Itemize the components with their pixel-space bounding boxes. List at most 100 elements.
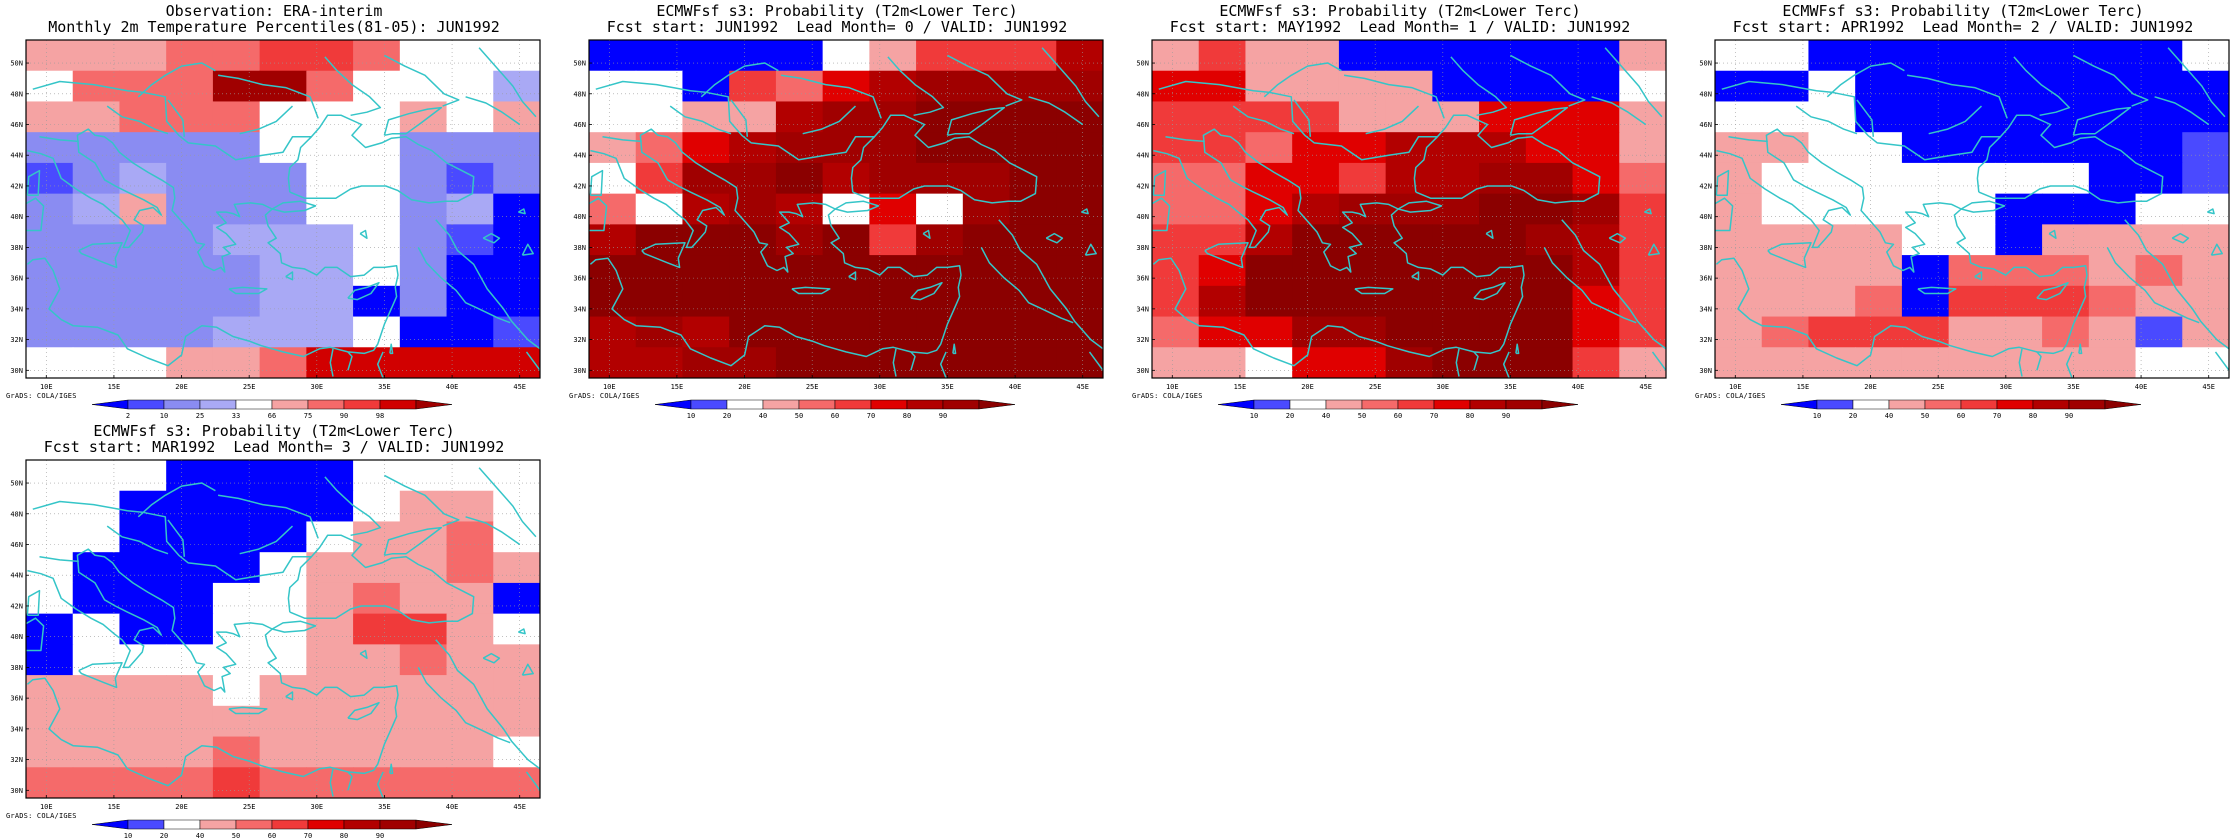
grid-cell [1995,316,2043,348]
grid-cell [166,521,214,553]
grid-cell [1056,40,1103,72]
grid-cell [72,490,121,523]
grid-cell [353,613,401,645]
grid-cell [2042,255,2090,287]
grid-cell [1901,40,1950,72]
grid-cell [212,705,261,738]
grid-cell [589,316,637,348]
grid-cell [682,70,730,103]
lat-tick-label: 30N [10,367,23,375]
grid-cell [446,193,494,225]
grid-cell [306,460,354,492]
map-panel-lead3: ECMWFsf s3: Probability (T2m<Lower Terc)… [4,420,544,840]
lon-tick-label: 25E [243,383,256,391]
grid-cell [1338,285,1387,318]
grid-cell [1385,316,1433,348]
grid-cell [1619,162,1666,195]
grid-cell [1198,316,1247,348]
grid-cell [446,316,494,348]
grid-cell [1056,132,1103,164]
grid-cell [353,101,401,133]
colorbar-segment [307,399,345,410]
graticule [589,40,1103,378]
colorbar-segment [1505,399,1543,410]
grid-cell [1855,101,1903,133]
grid-cell [166,613,214,645]
lon-tick-label: 45E [513,803,526,811]
colorbar-segment [199,819,237,830]
grid-cell [1245,40,1293,72]
colorbar-segment [271,399,309,410]
grid-cell [822,162,870,195]
grid-cell [1479,347,1527,378]
lon-tick-label: 40E [446,383,459,391]
grid-cell [1009,132,1057,164]
grid-cell [869,224,917,256]
grid-cell [72,552,121,584]
grid-cell [446,613,494,645]
lat-tick-label: 36N [1699,275,1712,283]
colorbar-segment [1924,399,1962,410]
grid-cell [916,316,964,348]
grid-cell [916,285,964,318]
colorbar-tick-label: 50 [1921,412,1929,420]
grid-cell [1619,224,1666,256]
colorbar-segment [91,399,129,410]
grid-cell [2182,224,2229,256]
grid-cell [1808,285,1856,318]
map-frame [1714,39,2230,379]
colorbar-tick-label: 90 [1502,412,1510,420]
grid-cell [2088,255,2137,287]
grid-cell [399,582,448,615]
lon-tick-label: 45E [1639,383,1652,391]
colorbar-segment [163,819,201,830]
lon-tick-label: 25E [806,383,819,391]
colorbar-segment [1253,399,1291,410]
lat-tick-label: 48N [1136,90,1149,98]
grid-cell [2182,132,2229,164]
grid-cell [635,193,684,225]
colorbar-segment [798,399,836,410]
lon-tick-label: 45E [1076,383,1089,391]
grid-cell [1619,101,1666,133]
grid-cell [493,552,540,584]
grid-cell [822,70,870,103]
colorbar-tick-label: 50 [795,412,803,420]
colorbar-segment [978,399,1016,410]
grid-cell [1572,70,1620,103]
lat-tick-label: 46N [1136,121,1149,129]
colorbar-tick-label: 10 [160,412,168,420]
grid-cell [1715,316,1763,348]
grid-cell [399,70,448,103]
grid-cell [399,460,448,492]
grid-cell [399,644,448,676]
colorbar-segment [2068,399,2106,410]
grid-cell [2088,347,2137,378]
colorbar-segment [2032,399,2070,410]
grid-cell [306,255,354,287]
grid-cell [1009,162,1057,195]
grid-cell [729,193,777,225]
grid-cell [1715,162,1763,195]
grid-cell [1715,40,1763,72]
grid-cell [1385,40,1433,72]
grid-cell [2042,70,2090,103]
grid-cell [869,132,917,164]
grid-cell [493,255,540,287]
grid-cell [822,316,870,348]
colorbar-segment [379,399,417,410]
grid-cell [306,285,354,318]
grid-cell [119,460,167,492]
grid-cell [1432,162,1480,195]
lat-tick-label: 48N [573,90,586,98]
coastlines [26,47,540,378]
grid-cell [1761,193,1810,225]
grid-cell [1292,285,1340,318]
lon-tick-label: 30E [1436,383,1449,391]
lat-tick-label: 38N [10,244,23,252]
lat-tick-label: 50N [10,480,23,488]
grid-cell [1009,101,1057,133]
colorbar-tick-label: 40 [1322,412,1330,420]
grid-cell [166,347,214,378]
grid-cell [1761,347,1810,378]
